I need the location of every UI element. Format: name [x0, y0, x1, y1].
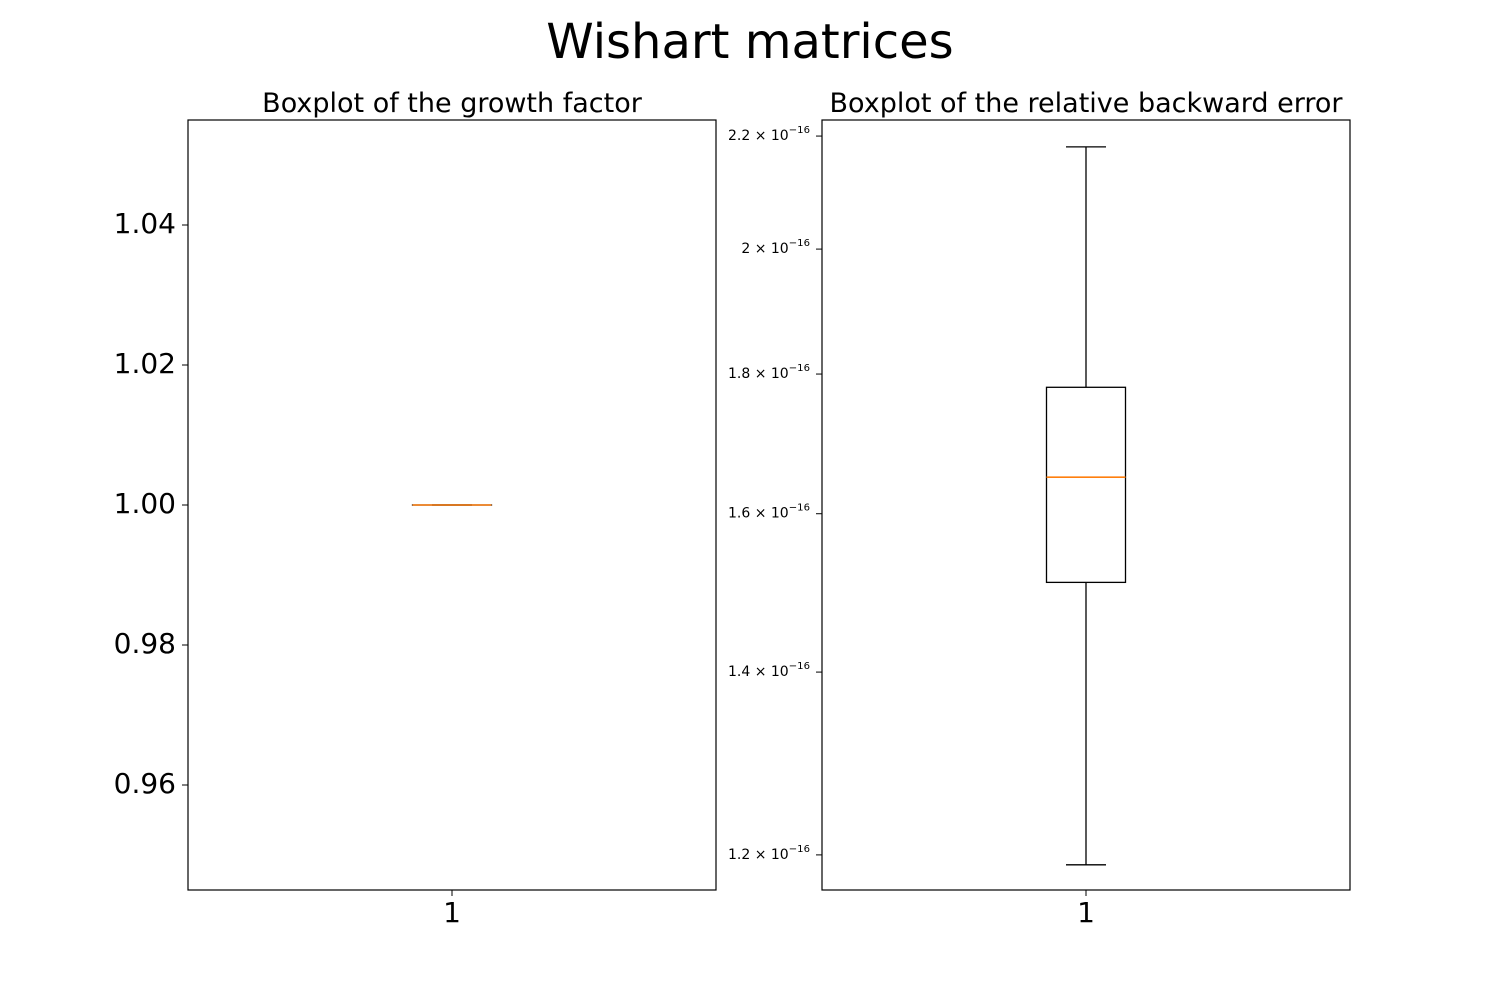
figure-title: Wishart matrices — [546, 14, 953, 70]
y-tick-label: 0.96 — [114, 767, 176, 800]
y-tick-label: 1.00 — [114, 487, 176, 520]
x-tick-label: 1 — [443, 896, 461, 929]
backward-error-panel: Boxplot of the relative backward error 1.… — [728, 88, 1351, 929]
y-tick-label: 0.98 — [114, 627, 176, 660]
y-tick-label: 1.02 — [114, 347, 176, 380]
x-tick-label: 1 — [1077, 896, 1095, 929]
growth-factor-panel: Boxplot of the growth factor 0.96 0.98 1.00… — [114, 88, 717, 929]
y-tick-label: 1.2 × 10−16 — [728, 844, 810, 863]
y-tick-label: 1.6 × 10−16 — [728, 503, 810, 522]
y-tick-label: 1.8 × 10−16 — [728, 363, 810, 382]
y-tick-label: 1.04 — [114, 207, 176, 240]
y-tick-label: 1.4 × 10−16 — [728, 661, 810, 680]
panel-title: Boxplot of the growth factor — [262, 88, 643, 119]
y-tick-label: 2 × 10−16 — [741, 238, 810, 257]
panel-title: Boxplot of the relative backward error — [830, 88, 1344, 119]
box-iqr — [1045, 386, 1127, 584]
y-tick-label: 2.2 × 10−16 — [728, 125, 810, 144]
